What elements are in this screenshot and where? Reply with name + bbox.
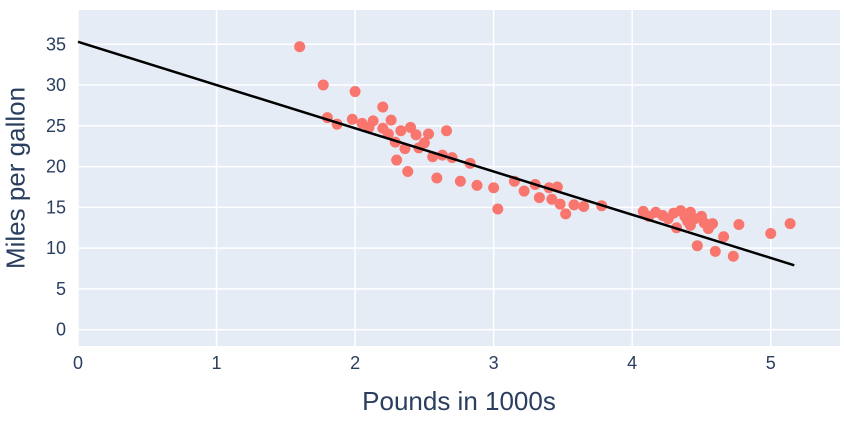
- data-point: [349, 86, 361, 98]
- y-tick-label: 25: [46, 116, 66, 136]
- data-point: [391, 154, 403, 166]
- data-point: [578, 201, 590, 213]
- data-point: [492, 203, 504, 215]
- data-point: [346, 113, 358, 125]
- data-point: [718, 231, 730, 243]
- data-point: [691, 240, 703, 252]
- data-point: [554, 198, 566, 210]
- x-tick-label: 5: [766, 353, 776, 373]
- data-point: [765, 227, 777, 239]
- data-point: [367, 115, 379, 127]
- x-tick-label: 4: [627, 353, 637, 373]
- data-point: [402, 165, 414, 177]
- data-point: [431, 172, 443, 184]
- data-point: [533, 192, 545, 204]
- data-point: [454, 175, 466, 187]
- data-point: [707, 218, 719, 230]
- x-tick-label: 1: [212, 353, 222, 373]
- data-point: [294, 41, 306, 53]
- y-tick-label: 30: [46, 75, 66, 95]
- data-point: [488, 182, 500, 194]
- data-point: [471, 179, 483, 191]
- y-tick-label: 10: [46, 238, 66, 258]
- data-point: [441, 125, 453, 137]
- data-point: [410, 129, 422, 141]
- data-point: [317, 79, 329, 91]
- y-axis-title: Miles per gallon: [0, 86, 31, 270]
- data-point: [733, 218, 745, 230]
- y-tick-label: 5: [56, 279, 66, 299]
- data-point: [560, 208, 572, 220]
- data-point: [727, 250, 739, 262]
- data-point: [568, 199, 580, 211]
- y-tick-label: 15: [46, 197, 66, 217]
- x-tick-label: 2: [350, 353, 360, 373]
- trendline: [77, 40, 795, 267]
- y-tick-label: 0: [56, 320, 66, 340]
- data-point: [377, 101, 389, 113]
- x-tick-label: 3: [489, 353, 499, 373]
- data-point: [423, 128, 435, 140]
- data-point: [518, 185, 530, 197]
- data-point: [546, 193, 558, 205]
- x-tick-label: 0: [73, 353, 83, 373]
- data-point: [418, 137, 430, 149]
- data-point: [395, 125, 407, 137]
- data-point: [385, 114, 397, 126]
- data-point: [709, 245, 721, 257]
- y-tick-label: 20: [46, 157, 66, 177]
- data-point: [784, 218, 796, 230]
- x-axis-title: Pounds in 1000s: [362, 386, 556, 416]
- y-tick-label: 35: [46, 34, 66, 54]
